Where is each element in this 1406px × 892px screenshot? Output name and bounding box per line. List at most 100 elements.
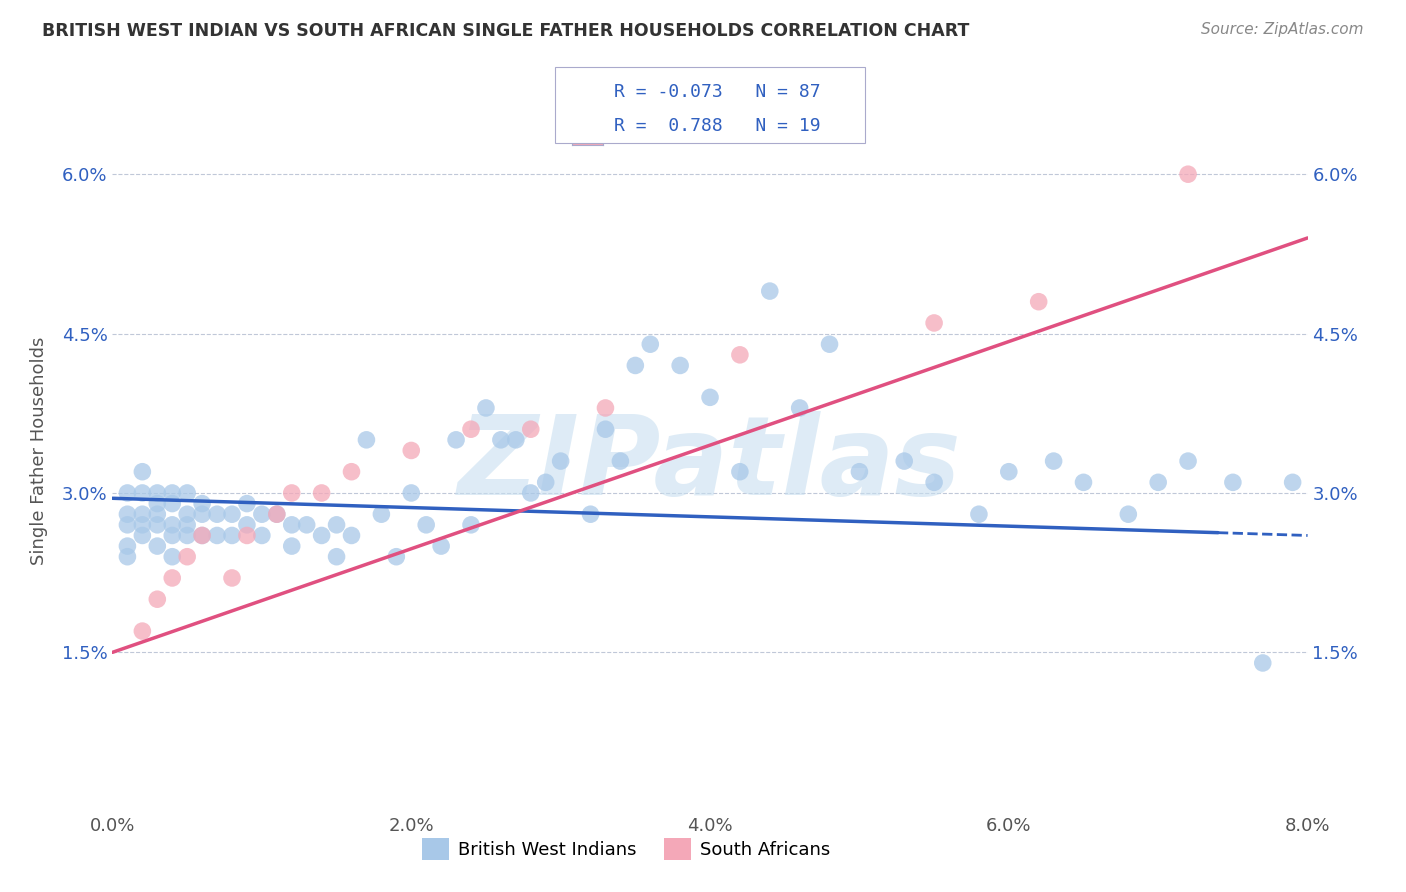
- Point: [117, 549, 139, 564]
- Point: [520, 422, 543, 436]
- Point: [162, 497, 183, 511]
- Legend: British West Indians, South Africans: British West Indians, South Africans: [415, 831, 838, 868]
- Point: [998, 465, 1021, 479]
- Point: [146, 517, 169, 532]
- Point: [1371, 475, 1393, 490]
- Point: [146, 507, 169, 521]
- Point: [401, 443, 423, 458]
- Point: [117, 517, 139, 532]
- Point: [1312, 454, 1334, 468]
- Point: [401, 486, 423, 500]
- Point: [146, 486, 169, 500]
- Text: R =  0.788   N = 19: R = 0.788 N = 19: [614, 117, 821, 135]
- Point: [595, 401, 617, 415]
- Point: [728, 465, 751, 479]
- Point: [893, 454, 915, 468]
- Text: Source: ZipAtlas.com: Source: ZipAtlas.com: [1201, 22, 1364, 37]
- Point: [356, 433, 378, 447]
- Point: [176, 486, 198, 500]
- Point: [520, 486, 543, 500]
- Point: [609, 454, 631, 468]
- Point: [281, 517, 304, 532]
- Point: [191, 528, 214, 542]
- Point: [221, 528, 243, 542]
- Point: [162, 549, 183, 564]
- Point: [789, 401, 811, 415]
- Point: [176, 517, 198, 532]
- Point: [146, 539, 169, 553]
- Point: [117, 486, 139, 500]
- Point: [699, 390, 721, 404]
- Point: [281, 486, 304, 500]
- Text: ZIPatlas: ZIPatlas: [458, 411, 962, 518]
- Point: [818, 337, 841, 351]
- Point: [534, 475, 557, 490]
- Point: [728, 348, 751, 362]
- Point: [162, 571, 183, 585]
- Point: [146, 497, 169, 511]
- Point: [759, 284, 782, 298]
- Point: [475, 401, 498, 415]
- Point: [191, 497, 214, 511]
- Point: [1073, 475, 1095, 490]
- Point: [489, 433, 512, 447]
- Point: [311, 486, 333, 500]
- Point: [205, 507, 228, 521]
- Point: [1042, 454, 1064, 468]
- Point: [444, 433, 467, 447]
- Point: [1341, 454, 1364, 468]
- Point: [1400, 677, 1406, 691]
- Point: [385, 549, 408, 564]
- Point: [205, 528, 228, 542]
- Point: [146, 592, 169, 607]
- Point: [311, 528, 333, 542]
- Point: [550, 454, 572, 468]
- Point: [1028, 294, 1050, 309]
- Y-axis label: Single Father Households: Single Father Households: [30, 336, 48, 565]
- Point: [579, 507, 602, 521]
- Point: [162, 486, 183, 500]
- Point: [669, 359, 692, 373]
- Point: [162, 528, 183, 542]
- Point: [162, 517, 183, 532]
- Point: [640, 337, 662, 351]
- Point: [131, 486, 153, 500]
- Point: [191, 528, 214, 542]
- Point: [325, 549, 347, 564]
- Point: [1222, 475, 1244, 490]
- Point: [131, 528, 153, 542]
- Point: [176, 549, 198, 564]
- Point: [1118, 507, 1140, 521]
- Point: [595, 422, 617, 436]
- Point: [1251, 656, 1274, 670]
- Point: [281, 539, 304, 553]
- Point: [370, 507, 392, 521]
- Point: [117, 507, 139, 521]
- Point: [1177, 454, 1199, 468]
- Point: [221, 507, 243, 521]
- Point: [176, 528, 198, 542]
- Point: [236, 497, 259, 511]
- Point: [624, 359, 647, 373]
- Point: [131, 465, 153, 479]
- Point: [460, 517, 482, 532]
- Text: BRITISH WEST INDIAN VS SOUTH AFRICAN SINGLE FATHER HOUSEHOLDS CORRELATION CHART: BRITISH WEST INDIAN VS SOUTH AFRICAN SIN…: [42, 22, 970, 40]
- Point: [131, 507, 153, 521]
- Point: [131, 624, 153, 639]
- Point: [848, 465, 870, 479]
- Point: [1147, 475, 1170, 490]
- Point: [131, 517, 153, 532]
- Point: [191, 507, 214, 521]
- Point: [340, 528, 363, 542]
- Point: [922, 316, 945, 330]
- Point: [967, 507, 990, 521]
- Point: [266, 507, 288, 521]
- Point: [340, 465, 363, 479]
- Point: [505, 433, 527, 447]
- Text: R = -0.073   N = 87: R = -0.073 N = 87: [614, 83, 821, 101]
- Point: [1177, 167, 1199, 181]
- Point: [236, 528, 259, 542]
- Point: [460, 422, 482, 436]
- Point: [415, 517, 437, 532]
- Point: [1281, 475, 1303, 490]
